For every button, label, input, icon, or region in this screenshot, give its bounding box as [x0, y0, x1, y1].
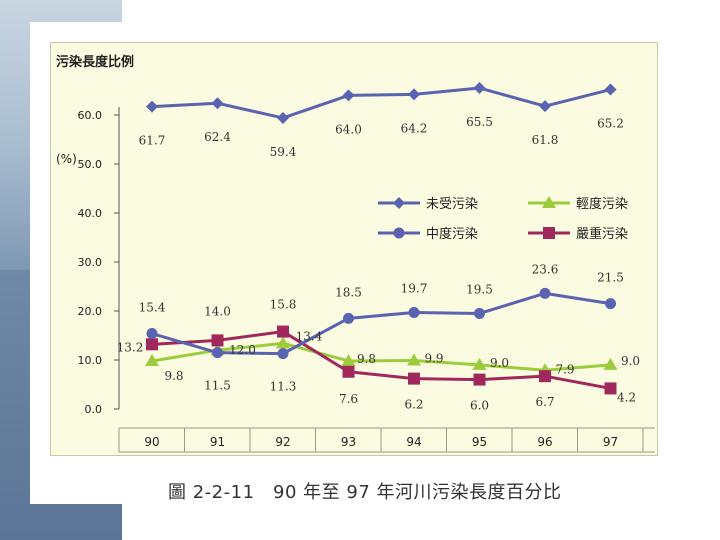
- legend-marker-unpolluted: [393, 197, 405, 209]
- data-label-moderate: 11.3: [270, 380, 297, 394]
- data-label-severe: 4.2: [617, 390, 636, 404]
- data-label-unpolluted: 59.4: [270, 145, 297, 159]
- data-label-severe: 7.6: [339, 392, 358, 406]
- data-point-severe: [408, 372, 420, 385]
- data-point-unpolluted: [277, 111, 289, 124]
- legend-label-moderate: 中度污染: [426, 226, 478, 242]
- data-label-moderate: 18.5: [335, 285, 362, 299]
- data-label-unpolluted: 64.0: [335, 122, 362, 136]
- data-label-moderate: 23.6: [532, 262, 559, 276]
- data-point-light: [145, 353, 159, 366]
- y-tick-label: 10.0: [78, 354, 103, 367]
- data-label-severe: 6.2: [404, 398, 423, 412]
- data-label-light: 9.0: [490, 356, 509, 370]
- data-point-light: [407, 353, 421, 366]
- legend-marker-severe: [543, 227, 555, 239]
- y-tick-label: 20.0: [78, 305, 103, 318]
- data-label-light: 9.9: [424, 351, 443, 365]
- figure-caption: 圖 2-2-11 90 年至 97 年河川污染長度百分比: [168, 482, 562, 503]
- data-label-light: 7.9: [555, 362, 574, 376]
- data-label-unpolluted: 65.5: [466, 115, 493, 129]
- data-label-unpolluted: 64.2: [401, 121, 428, 135]
- legend-marker-light: [542, 196, 556, 208]
- data-label-severe: 14.0: [204, 304, 231, 318]
- x-tick-label: 93: [341, 435, 356, 449]
- data-label-severe: 6.7: [535, 395, 554, 409]
- data-point-light: [472, 357, 487, 370]
- chart-title: 污染長度比例: [56, 54, 134, 70]
- data-point-moderate: [474, 307, 485, 319]
- x-tick-label: 92: [275, 435, 290, 449]
- y-tick-label: 40.0: [78, 207, 103, 220]
- legend-label-severe: 嚴重污染: [576, 226, 628, 242]
- legend-label-light: 輕度污染: [576, 196, 628, 212]
- data-point-moderate: [146, 328, 158, 340]
- x-tick-label: 96: [537, 435, 552, 449]
- data-point-severe: [604, 382, 617, 395]
- y-tick-label: 30.0: [78, 256, 103, 269]
- data-point-moderate: [277, 348, 289, 360]
- data-label-severe: 15.8: [270, 298, 297, 312]
- data-point-light: [276, 336, 290, 349]
- data-point-unpolluted: [539, 100, 551, 113]
- data-label-light: 9.8: [357, 352, 376, 366]
- data-label-moderate: 21.5: [597, 271, 624, 285]
- data-label-unpolluted: 65.2: [597, 117, 624, 131]
- data-point-unpolluted: [146, 100, 158, 113]
- data-point-severe: [473, 373, 486, 386]
- data-point-moderate: [605, 298, 616, 310]
- series-line-unpolluted: [151, 86, 611, 120]
- legend-label-unpolluted: 未受污染: [426, 197, 478, 212]
- data-label-moderate: 11.5: [204, 379, 231, 393]
- data-label-moderate: 15.4: [139, 301, 166, 315]
- data-label-severe: 6.0: [470, 399, 489, 413]
- y-axis-unit-label: (%): [56, 152, 77, 166]
- data-point-severe: [277, 325, 289, 338]
- data-point-light: [341, 353, 356, 366]
- x-tick-label: 90: [144, 435, 159, 449]
- data-point-unpolluted: [342, 89, 355, 102]
- data-point-light: [603, 357, 618, 370]
- data-label-unpolluted: 61.8: [532, 133, 559, 147]
- series-line-moderate: [151, 291, 611, 356]
- data-label-unpolluted: 62.4: [204, 130, 231, 144]
- data-point-severe: [342, 365, 355, 378]
- legend-marker-moderate: [393, 227, 405, 239]
- y-tick-label: 50.0: [78, 158, 103, 171]
- data-point-severe: [211, 334, 224, 347]
- data-point-unpolluted: [408, 88, 420, 101]
- data-label-moderate: 19.7: [401, 281, 428, 295]
- data-point-unpolluted: [473, 82, 486, 95]
- x-tick-label: 95: [472, 435, 487, 449]
- data-label-moderate: 19.5: [466, 282, 493, 296]
- data-point-moderate: [408, 306, 420, 318]
- x-tick-label: 97: [603, 435, 618, 449]
- x-tick-label: 94: [406, 435, 421, 449]
- data-point-severe: [146, 338, 158, 351]
- data-point-unpolluted: [211, 97, 224, 110]
- data-point-unpolluted: [604, 83, 617, 96]
- data-label-light: 9.8: [164, 369, 183, 383]
- data-point-moderate: [343, 312, 354, 324]
- series-line-light: [151, 341, 611, 372]
- data-label-unpolluted: 61.7: [139, 134, 166, 148]
- data-point-moderate: [539, 287, 551, 299]
- data-point-severe: [539, 370, 551, 383]
- series-line-severe: [151, 330, 611, 390]
- data-label-light: 13.4: [296, 329, 323, 343]
- data-label-light: 9.0: [621, 354, 640, 368]
- x-tick-label: 91: [210, 435, 225, 449]
- data-point-moderate: [212, 347, 223, 359]
- y-tick-label: 0.0: [85, 403, 103, 416]
- data-label-light: 12.0: [229, 343, 256, 357]
- y-tick-label: 60.0: [78, 109, 103, 122]
- data-label-severe: 13.2: [117, 340, 144, 354]
